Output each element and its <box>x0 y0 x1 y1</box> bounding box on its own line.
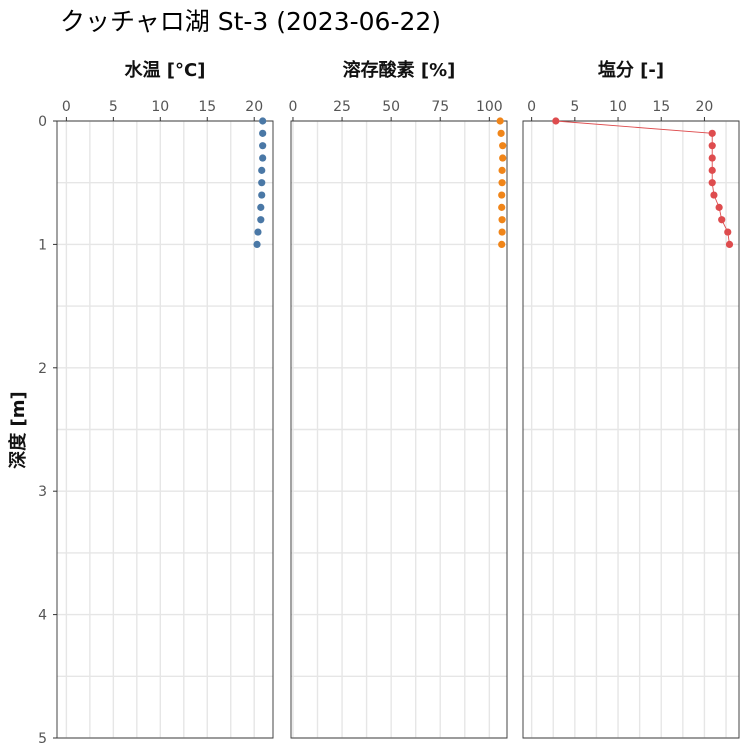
data-point <box>498 166 506 174</box>
panel-1: 水温 [°C] 0 5 10 15 20 <box>56 59 274 739</box>
panel-border <box>56 120 274 739</box>
data-point <box>499 154 507 162</box>
x-tick-label: 5 <box>109 99 118 115</box>
data-point <box>254 228 262 236</box>
panel-3: 塩分 [-] 0 5 10 15 20 <box>522 59 740 739</box>
data-point <box>498 216 506 224</box>
y-tick-label: 0 <box>38 114 47 130</box>
y-tick-label: 1 <box>38 237 47 253</box>
data-point <box>496 117 504 125</box>
data-point <box>708 129 716 137</box>
panel-border <box>522 120 740 739</box>
data-point <box>498 203 506 211</box>
x-tick-label: 10 <box>151 99 169 115</box>
data-point <box>498 179 506 187</box>
x-tick-label: 0 <box>527 99 536 115</box>
panel-border <box>290 120 508 739</box>
data-point <box>724 228 732 236</box>
y-axis-title: 深度 [m] <box>7 391 29 468</box>
data-point <box>259 117 267 125</box>
data-point <box>498 191 506 199</box>
data-point <box>259 154 267 162</box>
data-point <box>710 191 718 199</box>
data-point <box>498 240 506 248</box>
facet-title: 水温 [°C] <box>125 59 206 81</box>
data-point <box>259 129 267 137</box>
y-tick-label: 2 <box>38 361 47 377</box>
x-tick-label: 15 <box>198 99 216 115</box>
data-point <box>259 142 267 150</box>
data-point <box>499 142 507 150</box>
x-tick-label: 25 <box>333 99 351 115</box>
y-tick-label: 5 <box>38 731 47 747</box>
data-point <box>497 129 505 137</box>
data-point <box>715 203 723 211</box>
x-tick-label: 20 <box>245 99 263 115</box>
data-point <box>708 166 716 174</box>
x-tick-label: 0 <box>62 99 71 115</box>
data-point <box>725 240 734 248</box>
x-tick-label: 20 <box>696 99 714 115</box>
y-tick-label: 3 <box>38 484 47 500</box>
data-point <box>708 154 716 162</box>
data-point <box>257 203 265 211</box>
facet-title: 溶存酸素 [%] <box>343 59 456 81</box>
data-point <box>498 228 506 236</box>
data-point <box>258 166 266 174</box>
x-tick-label: 5 <box>570 99 579 115</box>
x-tick-label: 15 <box>652 99 670 115</box>
data-point <box>258 179 266 187</box>
data-point <box>257 216 265 224</box>
y-tick-label: 4 <box>38 608 47 624</box>
chart-title: クッチャロ湖 St-3 (2023-06-22) <box>60 7 441 36</box>
data-point <box>253 240 261 248</box>
data-point <box>718 216 726 224</box>
x-tick-label: 50 <box>382 99 400 115</box>
x-tick-label: 75 <box>431 99 449 115</box>
data-point <box>708 179 716 187</box>
facet-title: 塩分 [-] <box>598 59 664 81</box>
data-point <box>708 142 716 150</box>
x-tick-label: 100 <box>476 99 503 115</box>
panel-2: 溶存酸素 [%] 0 25 50 75 100 <box>289 59 508 739</box>
x-tick-label: 10 <box>609 99 627 115</box>
x-tick-label: 0 <box>289 99 298 115</box>
data-point <box>258 191 266 199</box>
data-point <box>552 117 560 125</box>
